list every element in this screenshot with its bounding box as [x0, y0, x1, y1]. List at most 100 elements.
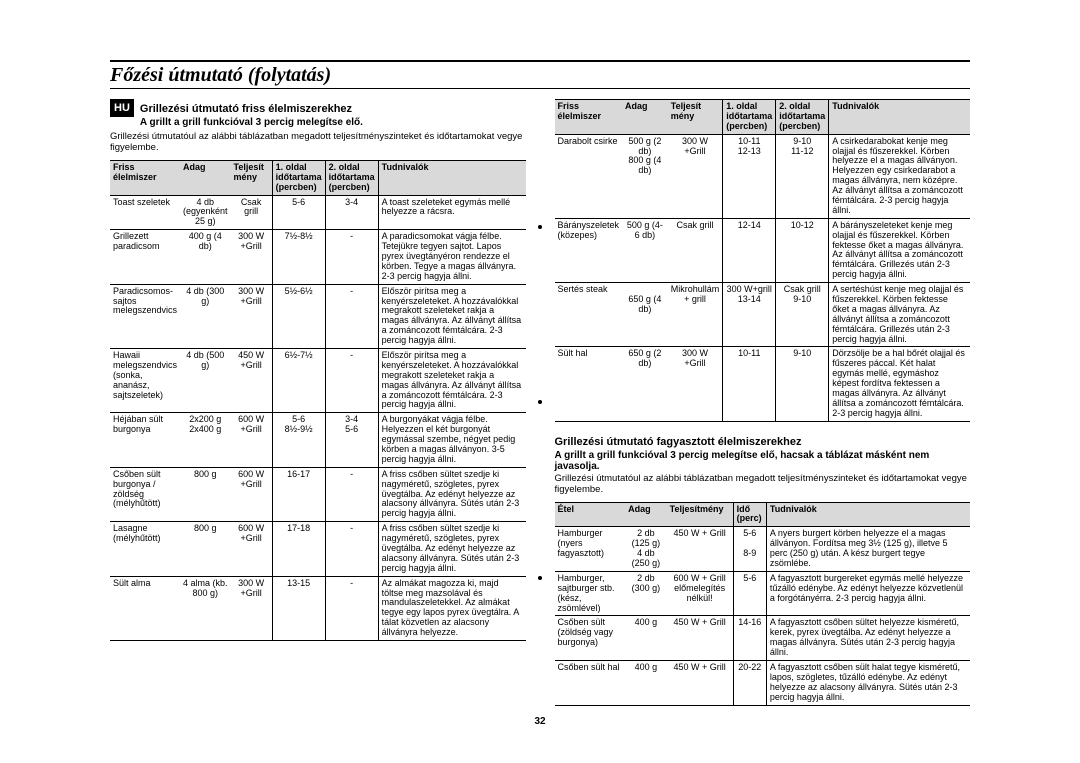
cell: Paradicsomos-sajtos melegszendvics [110, 284, 180, 348]
cell: 450 W + Grill [667, 527, 733, 572]
dot-icon [538, 400, 542, 404]
dot-icon [538, 576, 542, 580]
table-row: Bárányszeletek (közepes)500 g (4-6 db)Cs… [555, 218, 971, 282]
cell: 400 g [625, 661, 667, 706]
cell: Csőben sült (zöldség vagy burgonya) [555, 616, 626, 661]
th: Adag [180, 160, 231, 195]
cell: Csak grill 9-10 [776, 283, 829, 347]
cell: 300 W +Grill [668, 347, 723, 421]
page-title: Főzési útmutató (folytatás) [110, 64, 970, 89]
column-divider [540, 99, 541, 706]
cell: Az almákat magozza ki, majd töltse meg m… [378, 576, 525, 640]
th: 2. oldal időtartama (percben) [325, 160, 378, 195]
cell: 300 W +Grill [231, 284, 273, 348]
cell: A csirkedarabokat kenje meg olajjal és f… [829, 134, 970, 218]
cell: Csak grill [231, 195, 273, 230]
cell: Hawaii melegszendvics (sonka, ananász, s… [110, 348, 180, 412]
th: 1. oldal időtartama (percben) [723, 100, 776, 135]
cell: 4 alma (kb. 800 g) [180, 576, 231, 640]
cell: 5½-6½ [272, 284, 325, 348]
th: Teljesít mény [231, 160, 273, 195]
cell: 500 g (4-6 db) [622, 218, 668, 282]
cell: 4 db (300 g) [180, 284, 231, 348]
cell: A burgonyákat vágja félbe. Helyezzen el … [378, 413, 525, 467]
cell: Először pirítsa meg a kenyérszeleteket. … [378, 284, 525, 348]
cell: - [325, 284, 378, 348]
cell: 300 W +Grill [231, 230, 273, 284]
cell: Sült hal [555, 347, 623, 421]
th: Teljesít mény [668, 100, 723, 135]
cell: 600 W +Grill [231, 467, 273, 521]
cell: 9-10 [776, 347, 829, 421]
cell: 4 db (egyenként 25 g) [180, 195, 231, 230]
table-row: Sertés steak 650 g (4 db)Mikrohullám + g… [555, 283, 971, 347]
th: Idő (perc) [733, 502, 766, 527]
cell: 600 W + Grill előmelegítés nélkül! [667, 571, 733, 616]
cell: 4 db (500 g) [180, 348, 231, 412]
cell: 450 W + Grill [667, 616, 733, 661]
cell: A friss csőben sültet szedje ki nagymére… [378, 467, 525, 521]
cell: 400 g [625, 616, 667, 661]
cell: 16-17 [272, 467, 325, 521]
cell: Bárányszeletek (közepes) [555, 218, 623, 282]
section-a-heading: Grillezési útmutató friss élelmiszerekhe… [140, 103, 526, 115]
table-row: Csőben sült burgonya / zöldség (mélyhűtö… [110, 467, 526, 521]
th: Teljesítmény [667, 502, 733, 527]
cell: 9-10 11-12 [776, 134, 829, 218]
cell: 450 W + Grill [667, 661, 733, 706]
cell: 800 g [180, 467, 231, 521]
cell: 650 g (2 db) [622, 347, 668, 421]
section-a-sub: A grillt a grill funkcióval 3 percig mel… [140, 117, 526, 128]
section-c-heading: Grillezési útmutató fagyasztott élelmisz… [555, 436, 971, 448]
cell: 5-6 [272, 195, 325, 230]
cell: A fagyasztott burgereket egymás mellé he… [766, 571, 970, 616]
th: Tudnivalók [829, 100, 970, 135]
cell: 2x200 g 2x400 g [180, 413, 231, 467]
cell: 300 W +Grill [668, 134, 723, 218]
section-a-intro: Grillezési útmutatóul az alábbi táblázat… [110, 132, 526, 154]
cell: 5-6 8½-9½ [272, 413, 325, 467]
cell: 300 W+grill 13-14 [723, 283, 776, 347]
table-a: Friss élelmiszer Adag Teljesít mény 1. o… [110, 160, 526, 641]
page-number: 32 [110, 716, 970, 727]
table-row: Hamburger, sajtburger stb.(kész, zsömlév… [555, 571, 971, 616]
table-row: Héjában sült burgonya2x200 g 2x400 g600 … [110, 413, 526, 467]
cell: Grillezett paradicsom [110, 230, 180, 284]
cell: Dörzsölje be a hal bőrét olajjal és fűsz… [829, 347, 970, 421]
cell: 300 W +Grill [231, 576, 273, 640]
table-row: Hamburger (nyers fagyasztott)2 db (125 g… [555, 527, 971, 572]
cell: 12-14 [723, 218, 776, 282]
cell: - [325, 348, 378, 412]
table-row: Lasagne (mélyhűtött)800 g600 W +Grill17-… [110, 522, 526, 576]
th: Tudnivalók [766, 502, 970, 527]
cell: Toast szeletek [110, 195, 180, 230]
table-row: Sült alma4 alma (kb. 800 g)300 W +Grill1… [110, 576, 526, 640]
th: 2. oldal időtartama (percben) [776, 100, 829, 135]
cell: 450 W +Grill [231, 348, 273, 412]
cell: Hamburger, sajtburger stb.(kész, zsömlév… [555, 571, 626, 616]
cell: Darabolt csirke [555, 134, 623, 218]
cell: 600 W +Grill [231, 413, 273, 467]
cell: 7½-8½ [272, 230, 325, 284]
cell: Csőben sült burgonya / zöldség (mélyhűtö… [110, 467, 180, 521]
right-column: Friss élelmiszer Adag Teljesít mény 1. o… [555, 99, 971, 706]
cell: 800 g [180, 522, 231, 576]
section-c-sub: A grillt a grill funkcióval 3 percig mel… [555, 450, 971, 472]
cell: Mikrohullám + grill [668, 283, 723, 347]
top-rule [110, 60, 970, 62]
cell: 13-15 [272, 576, 325, 640]
cell: Sült alma [110, 576, 180, 640]
table-row: Grillezett paradicsom400 g (4 db)300 W +… [110, 230, 526, 284]
dot-icon [538, 225, 542, 229]
cell: - [325, 230, 378, 284]
left-column: HU Grillezési útmutató friss élelmiszere… [110, 99, 526, 706]
table-row: Csőben sült (zöldség vagy burgonya)400 g… [555, 616, 971, 661]
cell: A friss csőben sültet szedje ki nagymére… [378, 522, 525, 576]
cell: A sertéshúst kenje meg olajjal és fűszer… [829, 283, 970, 347]
cell: - [325, 576, 378, 640]
cell: Csőben sült hal [555, 661, 626, 706]
th: Adag [622, 100, 668, 135]
table-row: Toast szeletek4 db (egyenként 25 g)Csak … [110, 195, 526, 230]
section-c-intro: Grillezési útmutatóul az alábbi táblázat… [555, 474, 971, 496]
cell: A toast szeleteket egymás mellé helyezze… [378, 195, 525, 230]
